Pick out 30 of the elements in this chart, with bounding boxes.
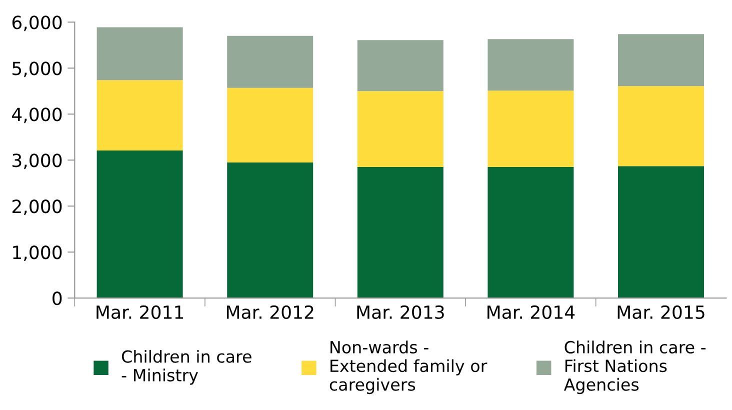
- x-tick-label: Mar. 2012: [226, 305, 314, 319]
- legend-label: Children in care - First Nations Agencies: [564, 340, 706, 394]
- x-tick-label: Mar. 2015: [618, 305, 704, 319]
- bar: [488, 39, 574, 91]
- bar: [227, 88, 314, 162]
- y-tick-label: 1,000: [13, 246, 62, 262]
- legend-label: Non-wards - Extended family or caregivers: [330, 340, 488, 394]
- x-tick-label: Mar. 2014: [488, 305, 575, 319]
- bar: [488, 90, 574, 168]
- bar: [357, 91, 444, 168]
- x-tick-label: Mar. 2013: [357, 305, 444, 319]
- bar: [618, 166, 704, 298]
- bar: [357, 40, 444, 92]
- bar: [488, 167, 574, 298]
- bar: [96, 27, 183, 80]
- bar: [618, 34, 704, 86]
- y-tick-label: 3,000: [12, 154, 62, 170]
- y-tick-label: 2,000: [12, 200, 62, 216]
- legend-label: Children in care - Ministry: [122, 350, 252, 385]
- bar: [357, 167, 444, 298]
- bar: [96, 80, 183, 150]
- bar: [618, 86, 704, 166]
- bar: [227, 36, 314, 88]
- bar: [96, 150, 183, 298]
- x-tick-label: Mar. 2011: [96, 305, 184, 319]
- y-tick-label: 0: [52, 292, 62, 306]
- bar: [227, 162, 314, 298]
- y-tick-label: 4,000: [12, 108, 62, 124]
- y-tick-label: 6,000: [12, 16, 62, 32]
- y-tick-label: 5,000: [12, 62, 62, 78]
